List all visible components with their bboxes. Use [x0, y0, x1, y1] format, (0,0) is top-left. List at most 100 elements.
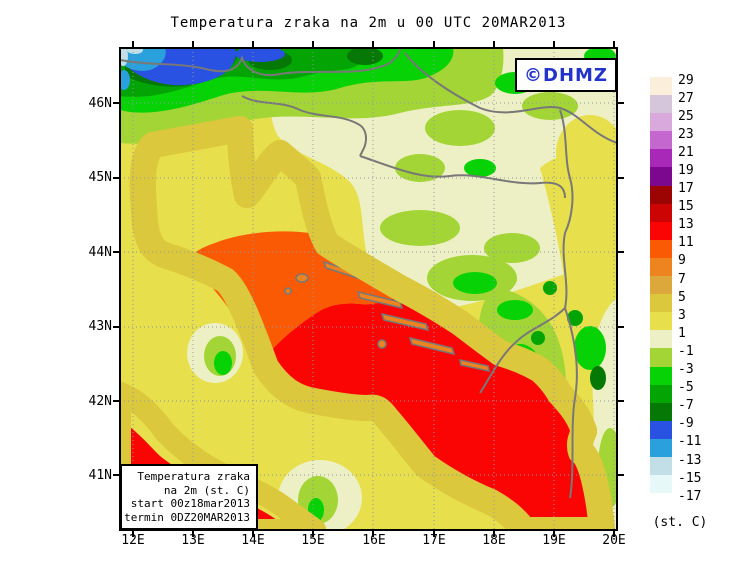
legend-row: -15 [650, 471, 701, 494]
legend-swatch [650, 149, 672, 168]
legend-row: -5 [650, 380, 701, 403]
legend-label: -15 [678, 470, 702, 486]
legend-row: -3 [650, 362, 701, 385]
legend-row: -11 [650, 434, 701, 457]
page-title: Temperatura zraka na 2m u 00 UTC 20MAR20… [170, 15, 567, 31]
run-info-box: Temperatura zraka na 2m (st. C) start 00… [120, 464, 258, 530]
legend-label: -5 [678, 380, 694, 396]
temperature-map [113, 41, 624, 537]
legend-swatch [650, 167, 672, 186]
lat-label-44n: 44N [88, 245, 112, 260]
legend-row: 25 [650, 109, 701, 132]
lon-label-16e: 16E [362, 533, 386, 548]
legend-label: -13 [678, 452, 702, 468]
legend-swatch [650, 276, 672, 295]
legend-label: -7 [678, 398, 694, 414]
legend-row: 19 [650, 163, 701, 186]
legend-label: 13 [678, 217, 694, 233]
legend-row: 5 [650, 290, 701, 313]
legend-swatch [650, 366, 672, 385]
legend-swatch [650, 221, 672, 240]
temperature-legend: 29 27 25 23 21 19 17 15 13 11 9 7 5 3 1 … [650, 73, 701, 512]
legend-label: 21 [678, 144, 694, 160]
lon-label-20e: 20E [602, 533, 626, 548]
legend-label: -17 [678, 488, 702, 504]
legend-row: 7 [650, 272, 701, 295]
legend-units-caption: (st. C) [652, 515, 708, 530]
legend-label: -3 [678, 362, 694, 378]
legend-row: 23 [650, 127, 701, 150]
legend-swatch [650, 438, 672, 457]
lat-label-43n: 43N [88, 319, 112, 334]
pannonia-yellow-patch [556, 115, 617, 191]
dhmz-watermark-box: ©DHMZ [515, 58, 617, 92]
lat-label-41n: 41N [88, 468, 112, 483]
lat-label-46n: 46N [88, 96, 112, 111]
lon-label-14e: 14E [241, 533, 265, 548]
legend-label: 3 [678, 307, 686, 323]
info-line-start: start 00z18mar2013 [130, 497, 250, 510]
legend-swatch [650, 312, 672, 331]
legend-swatch [650, 185, 672, 204]
legend-swatch [650, 77, 672, 96]
legend-label: 9 [678, 253, 686, 269]
alpine-skyblue [120, 48, 166, 90]
legend-row: 1 [650, 326, 701, 349]
legend-row: -7 [650, 398, 701, 421]
legend-row: 11 [650, 235, 701, 258]
sea-red-region [262, 292, 602, 530]
legend-row: 3 [650, 308, 701, 331]
legend-swatch [650, 402, 672, 421]
legend-swatch [650, 475, 672, 494]
legend-label: 17 [678, 181, 694, 197]
lon-label-17e: 17E [422, 533, 446, 548]
lon-label-19e: 19E [542, 533, 566, 548]
legend-row: 27 [650, 91, 701, 114]
legend-label: 23 [678, 126, 694, 142]
legend-swatch [650, 330, 672, 349]
legend-label: 15 [678, 199, 694, 215]
legend-label: -11 [678, 434, 702, 450]
legend-label: -9 [678, 416, 694, 432]
legend-swatch [650, 203, 672, 222]
lat-label-45n: 45N [88, 170, 112, 185]
info-line-level: na 2m (st. C) [163, 483, 250, 497]
legend-swatch [650, 420, 672, 439]
legend-row: 15 [650, 199, 701, 222]
legend-row: 29 [650, 73, 701, 96]
legend-row: 21 [650, 145, 701, 168]
info-line-termin: termin 0DZ20MAR2013 [124, 510, 250, 524]
legend-label: 5 [678, 289, 686, 305]
legend-swatch [650, 239, 672, 258]
legend-row: -17 [650, 489, 701, 512]
legend-row: -1 [650, 344, 701, 367]
legend-label: 19 [678, 163, 694, 179]
legend-swatch [650, 493, 672, 512]
legend-swatch [650, 131, 672, 150]
legend-swatch [650, 384, 672, 403]
legend-label: 25 [678, 108, 694, 124]
legend-swatch [650, 456, 672, 476]
country-borders [120, 48, 617, 499]
legend-row: -9 [650, 416, 701, 439]
dhmz-logo-text: ©DHMZ [524, 64, 608, 86]
lon-label-15e: 15E [301, 533, 325, 548]
lat-label-42n: 42N [88, 394, 112, 409]
axis-ticks [113, 41, 624, 537]
legend-swatch [650, 113, 672, 132]
legend-swatch [650, 294, 672, 313]
info-line-parameter: Temperatura zraka [137, 470, 250, 483]
lon-label-13e: 13E [181, 533, 205, 548]
legend-label: 1 [678, 325, 686, 341]
legend-row: 17 [650, 181, 701, 204]
legend-swatch [650, 257, 672, 277]
legend-swatch [650, 348, 672, 367]
legend-label: 27 [678, 90, 694, 106]
legend-swatch [650, 95, 672, 114]
legend-row: 13 [650, 217, 701, 240]
temperature-field [120, 48, 617, 530]
lon-label-12e: 12E [121, 533, 145, 548]
graticule [120, 48, 617, 530]
legend-row: -13 [650, 453, 701, 476]
